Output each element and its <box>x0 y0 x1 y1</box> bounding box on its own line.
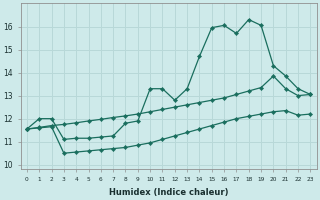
X-axis label: Humidex (Indice chaleur): Humidex (Indice chaleur) <box>109 188 228 197</box>
